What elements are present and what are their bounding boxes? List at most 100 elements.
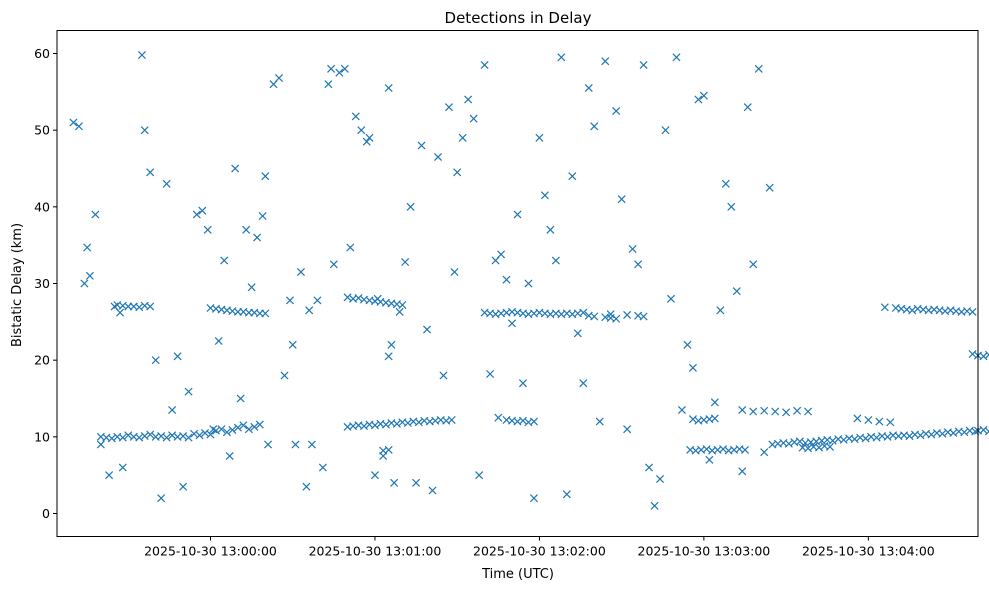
data-point-x-marker — [105, 471, 114, 480]
data-point-x-marker — [518, 416, 528, 425]
data-point-x-marker — [162, 433, 171, 442]
data-point-x-marker — [214, 336, 223, 346]
data-point-x-marker — [875, 417, 884, 426]
data-point-x-marker — [228, 425, 237, 434]
data-point-x-marker — [979, 352, 988, 361]
data-point-x-marker — [814, 443, 824, 452]
data-point-x-marker — [220, 256, 229, 265]
data-point-x-marker — [743, 103, 752, 112]
x-axis: 2025-10-30 13:00:00 2025-10-30 13:01:00 20… — [144, 536, 935, 559]
data-point-x-marker — [222, 428, 231, 437]
data-point-x-marker — [354, 294, 363, 303]
data-point-x-marker — [905, 432, 914, 441]
data-point-x-marker — [285, 296, 295, 305]
data-point-x-marker — [324, 80, 333, 89]
data-point-x-marker — [740, 445, 750, 454]
data-point-x-marker — [458, 133, 467, 142]
data-point-x-marker — [447, 415, 456, 424]
data-point-x-marker — [291, 440, 300, 449]
data-point-x-marker — [661, 126, 670, 135]
data-point-x-marker — [288, 340, 297, 349]
data-point-x-marker — [327, 64, 336, 73]
data-point-x-marker — [771, 407, 780, 416]
x-tick-label: 2025-10-30 13:01:00 — [309, 544, 442, 559]
data-point-x-marker — [606, 310, 615, 319]
data-point-x-marker — [628, 244, 637, 254]
data-point-x-marker — [738, 405, 747, 415]
data-point-x-marker — [258, 212, 267, 221]
data-point-x-marker — [612, 314, 621, 323]
data-point-x-marker — [590, 122, 599, 131]
data-point-x-marker — [683, 340, 692, 349]
data-point-x-marker — [217, 425, 226, 434]
data-point-x-marker — [357, 126, 366, 135]
data-point-x-marker — [864, 415, 873, 424]
data-point-x-marker — [634, 260, 643, 269]
chart-title: Detections in Delay — [445, 9, 592, 27]
data-point-x-marker — [916, 431, 925, 440]
y-axis-title: Bistatic Delay (km) — [10, 223, 25, 347]
data-point-x-marker — [804, 407, 813, 416]
data-point-x-marker — [688, 415, 697, 424]
data-point-x-marker — [927, 430, 936, 439]
y-axis: 0 10 20 30 40 50 60 — [34, 46, 57, 521]
data-point-x-marker — [507, 319, 517, 328]
data-point-x-marker — [433, 152, 443, 162]
data-point-x-marker — [732, 287, 741, 296]
data-point-x-marker — [231, 164, 240, 173]
data-point-x-marker — [650, 501, 659, 510]
data-point-x-marker — [968, 350, 977, 359]
data-point-x-marker — [880, 303, 889, 312]
data-point-x-marker — [749, 260, 758, 269]
data-point-x-marker — [343, 293, 352, 302]
data-point-x-marker — [340, 64, 349, 73]
data-point-x-marker — [91, 210, 100, 219]
data-point-x-marker — [296, 267, 305, 277]
data-point-x-marker — [157, 494, 166, 503]
data-point-x-marker — [439, 371, 448, 380]
y-tick-label: 30 — [34, 276, 50, 291]
data-point-x-marker — [387, 340, 396, 349]
data-point-x-marker — [861, 434, 870, 443]
data-point-x-marker — [886, 418, 895, 427]
data-point-x-marker — [612, 106, 621, 116]
data-point-x-marker — [80, 279, 89, 288]
data-point-x-marker — [850, 435, 859, 444]
x-tick-label: 2025-10-30 13:04:00 — [802, 544, 935, 559]
data-point-x-marker — [645, 463, 654, 472]
data-point-x-marker — [151, 356, 160, 365]
data-point-x-marker — [639, 312, 648, 321]
y-tick-label: 10 — [34, 429, 50, 444]
data-point-x-marker — [395, 307, 404, 316]
data-point-x-marker — [225, 451, 234, 461]
x-tick-label: 2025-10-30 13:03:00 — [638, 544, 771, 559]
data-point-x-marker — [721, 179, 730, 188]
data-point-x-marker — [184, 387, 193, 396]
data-point-x-marker — [351, 112, 360, 121]
x-tick-label: 2025-10-30 13:02:00 — [473, 544, 606, 559]
data-point-x-marker — [209, 425, 218, 434]
data-point-x-marker — [192, 210, 201, 219]
data-point-x-marker — [551, 256, 560, 265]
data-point-x-marker — [313, 296, 322, 305]
data-point-x-marker — [590, 312, 599, 321]
data-point-x-marker — [140, 126, 149, 135]
data-point-x-marker — [329, 260, 338, 269]
data-point-x-marker — [359, 422, 369, 431]
data-point-x-marker — [135, 433, 144, 442]
data-point-x-marker — [529, 417, 538, 426]
data-point-x-marker — [305, 306, 314, 315]
data-point-x-marker — [335, 68, 344, 77]
data-point-x-marker — [96, 440, 105, 449]
data-point-x-marker — [513, 210, 522, 219]
data-point-x-marker — [804, 444, 813, 453]
y-tick-label: 20 — [34, 353, 50, 368]
data-point-x-marker — [137, 51, 146, 60]
data-point-x-marker — [370, 471, 379, 480]
data-point-x-marker — [140, 432, 149, 441]
x-axis-title: Time (UTC) — [481, 567, 554, 582]
data-point-x-marker — [373, 294, 382, 303]
data-point-x-marker — [486, 369, 495, 378]
data-point-x-marker — [453, 168, 462, 177]
